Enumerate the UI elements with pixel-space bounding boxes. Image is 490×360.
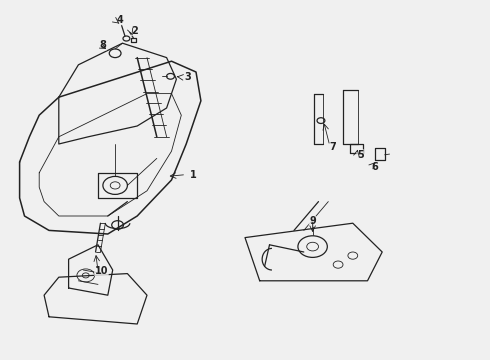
Text: 9: 9 [309, 216, 316, 226]
Text: 1: 1 [190, 170, 197, 180]
Text: 6: 6 [371, 162, 378, 172]
Text: 4: 4 [117, 15, 123, 25]
Text: 2: 2 [131, 26, 138, 36]
Text: 3: 3 [184, 72, 191, 82]
Text: 7: 7 [330, 141, 337, 152]
Text: 10: 10 [95, 266, 108, 276]
Text: 5: 5 [357, 150, 364, 160]
Text: 8: 8 [99, 40, 106, 50]
